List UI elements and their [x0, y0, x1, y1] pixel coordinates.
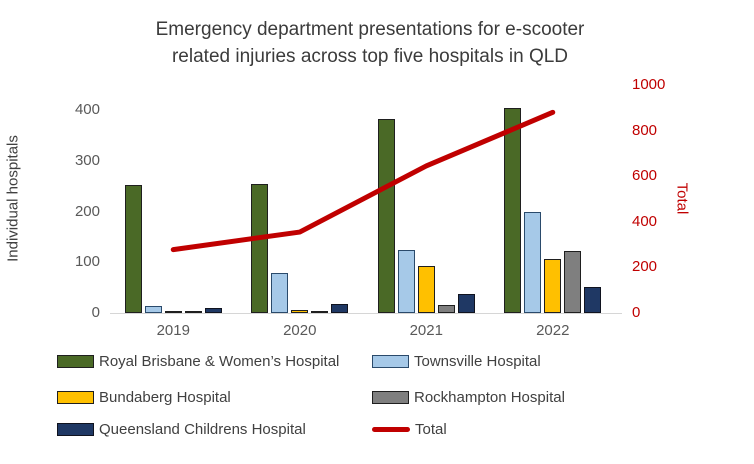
left-axis-tick-label: 400 — [74, 101, 100, 119]
bar — [204, 307, 222, 313]
bar — [331, 304, 349, 313]
legend-label: Royal Brisbane & Women’s Hospital — [99, 352, 340, 370]
right-axis-tick-label: 800 — [632, 121, 658, 139]
total-line — [170, 109, 556, 253]
right-axis-tick-label: 400 — [632, 212, 658, 230]
x-axis-category-label: 2021 — [409, 322, 443, 339]
legend-item: Total — [372, 419, 447, 439]
bar — [124, 185, 142, 313]
bar — [584, 286, 602, 313]
bar — [417, 266, 435, 313]
legend-item: Queensland Childrens Hospital — [57, 419, 306, 439]
bar — [397, 250, 415, 313]
chart-title: Emergency department presentations for e… — [40, 16, 700, 70]
legend-label: Total — [415, 420, 447, 438]
right-axis-tick-label: 600 — [632, 167, 658, 185]
bar — [457, 293, 475, 313]
bar — [437, 304, 455, 313]
bar — [164, 311, 182, 313]
legend-label: Rockhampton Hospital — [414, 388, 565, 406]
bar — [377, 119, 395, 313]
right-axis-tick-label: 200 — [632, 258, 658, 276]
legend-item: Bundaberg Hospital — [57, 387, 231, 407]
legend-swatch — [372, 354, 409, 368]
legend-label: Bundaberg Hospital — [99, 388, 231, 406]
left-axis-tick-label: 0 — [91, 304, 100, 321]
right-axis-tick-label: 1000 — [632, 76, 666, 93]
legend-swatch — [372, 390, 409, 404]
legend-swatch — [57, 422, 94, 436]
left-axis-tick-label: 100 — [74, 253, 100, 271]
chart-title-line-2: related injuries across top five hospita… — [171, 46, 569, 67]
x-axis-category-label: 2019 — [156, 322, 190, 339]
bar — [544, 259, 562, 313]
legend-item: Royal Brisbane & Women’s Hospital — [57, 351, 339, 371]
bar — [504, 108, 522, 313]
left-axis-tick-label: 200 — [74, 202, 100, 220]
bar — [184, 311, 202, 313]
legend-swatch — [57, 354, 94, 368]
legend-label: Queensland Childrens Hospital — [99, 420, 306, 438]
x-axis-line — [110, 313, 622, 314]
bar — [271, 273, 289, 313]
left-axis-tick-label: 300 — [74, 152, 100, 169]
bar — [564, 251, 582, 313]
bar — [524, 211, 542, 313]
bar — [311, 311, 329, 313]
bar — [144, 305, 162, 313]
plot-area — [110, 85, 616, 313]
bar — [251, 183, 269, 313]
right-axis-tick-label: 0 — [632, 304, 641, 321]
left-axis-title: Individual hospitals — [4, 135, 22, 262]
legend-total-line-swatch — [372, 426, 410, 432]
legend-label: Townsville Hospital — [414, 352, 541, 370]
bar — [291, 310, 309, 313]
x-axis-category-label: 2020 — [283, 322, 317, 339]
chart-title-line-1: Emergency department presentations for e… — [155, 19, 585, 40]
legend-item: Townsville Hospital — [372, 351, 541, 371]
legend-swatch — [57, 390, 94, 404]
right-axis-title: Total — [673, 182, 691, 215]
legend-item: Rockhampton Hospital — [372, 387, 565, 407]
x-axis-category-label: 2022 — [536, 322, 570, 339]
